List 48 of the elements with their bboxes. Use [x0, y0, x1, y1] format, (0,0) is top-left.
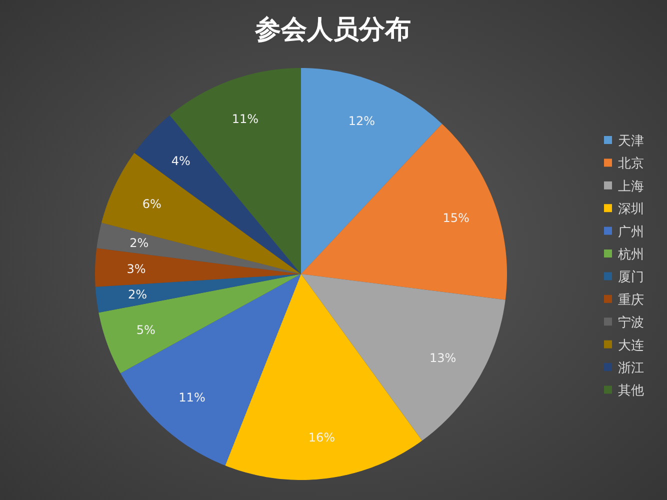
data-label: 2% [128, 288, 148, 302]
data-label: 4% [171, 154, 190, 168]
legend-label: 重庆 [618, 292, 644, 308]
legend-item: 广州 [604, 224, 644, 240]
data-label: 16% [308, 430, 335, 444]
legend-item: 深圳 [604, 202, 644, 218]
pie-slice [95, 274, 301, 313]
pie-slice [98, 274, 301, 374]
legend-item: 上海 [604, 179, 644, 194]
pie-slice [96, 222, 301, 274]
pie-slice [301, 124, 507, 300]
data-label: 3% [126, 262, 146, 276]
data-label: 5% [136, 322, 156, 337]
pie-slice [301, 68, 442, 274]
legend-label: 深圳 [618, 202, 644, 218]
data-label: 12% [348, 114, 376, 128]
legend-item: 宁波 [604, 316, 644, 331]
legend-item: 重庆 [604, 292, 644, 308]
pie-slice [170, 68, 301, 274]
data-label: 11% [178, 390, 206, 405]
pie-slice [95, 248, 301, 287]
legend-label: 宁波 [618, 314, 644, 331]
data-label: 11% [232, 112, 259, 126]
legend-label: 其他 [618, 384, 644, 399]
chart-title: 参会人员分布 [254, 15, 411, 45]
legend-label: 大连 [618, 338, 644, 354]
legend-item: 浙江 [604, 361, 644, 376]
pie-slice [120, 274, 301, 466]
legend-item: 北京 [604, 156, 644, 172]
legend-label: 杭州 [617, 248, 644, 262]
pie-slice [225, 274, 422, 480]
data-label: 6% [142, 196, 162, 211]
legend-item: 杭州 [604, 248, 644, 262]
legend-item: 其他 [604, 384, 644, 399]
data-label: 15% [442, 211, 470, 226]
legend-item: 天津 [604, 134, 644, 149]
legend-item: 厦门 [604, 270, 644, 286]
legend-label: 浙江 [618, 361, 644, 376]
legend-item: 大连 [604, 338, 644, 354]
data-label: 2% [130, 236, 149, 250]
legend-label: 天津 [618, 134, 644, 149]
data-label: 13% [430, 350, 456, 365]
pie-slice [301, 274, 506, 441]
pie-slice [101, 152, 301, 274]
legend-label: 广州 [618, 224, 644, 240]
legend-label: 上海 [618, 179, 644, 194]
legend-label: 厦门 [618, 269, 644, 286]
legend-label: 北京 [618, 156, 644, 172]
